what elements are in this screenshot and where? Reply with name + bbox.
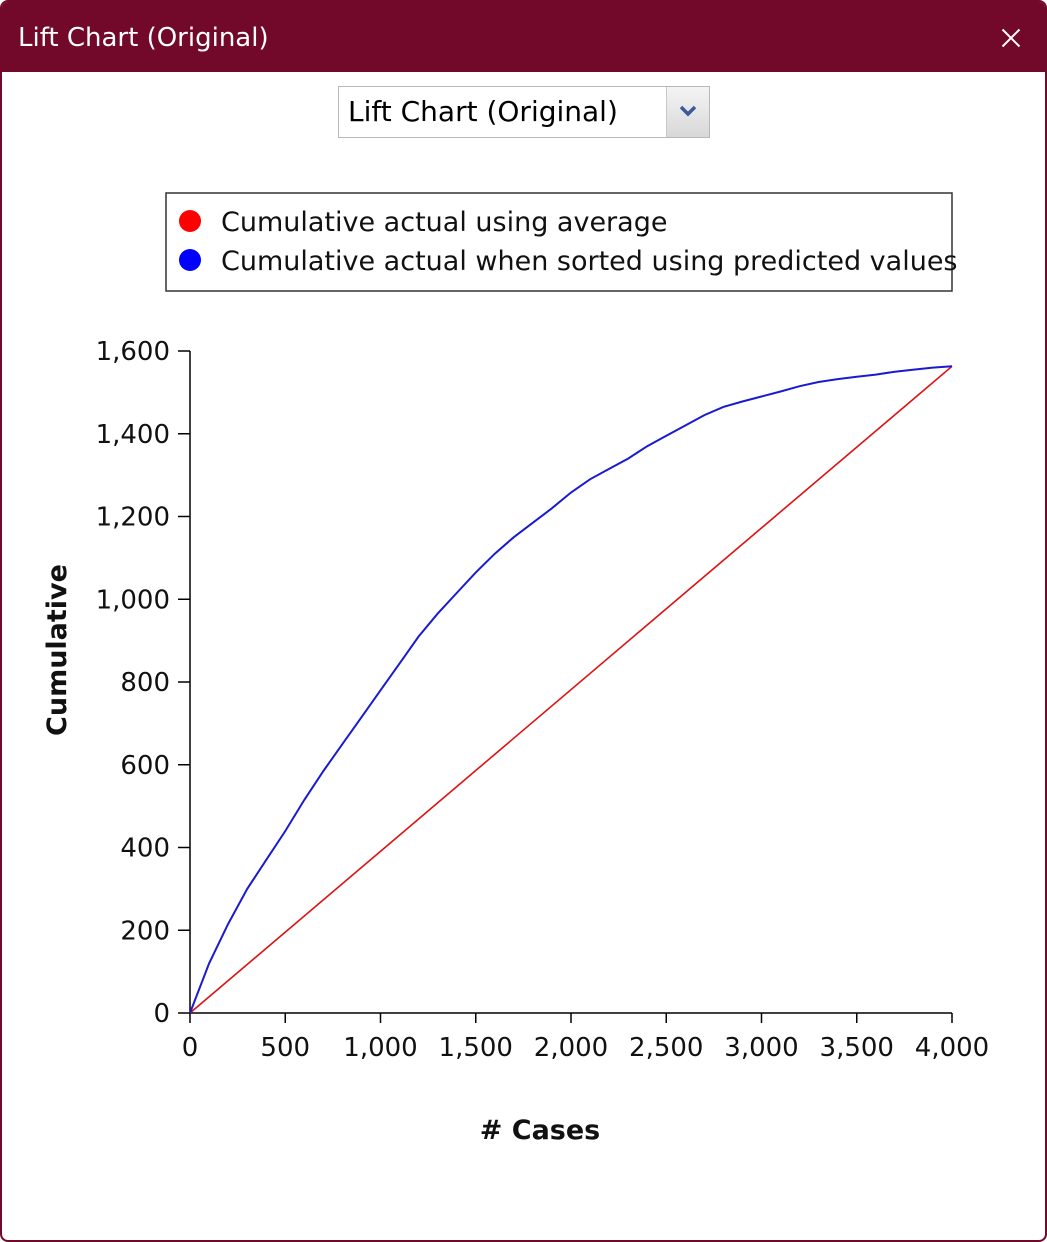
x-tick-label: 3,000 [724, 1033, 798, 1063]
window-title: Lift Chart (Original) [18, 23, 269, 53]
y-tick-label: 200 [120, 916, 170, 946]
y-tick-label: 1,400 [96, 420, 170, 450]
legend-label-sorted: Cumulative actual when sorted using pred… [221, 246, 958, 277]
y-axis-label: Cumulative [42, 564, 73, 736]
y-tick-label: 400 [120, 834, 170, 864]
x-tick-label: 0 [182, 1033, 199, 1063]
x-tick-label: 1,500 [439, 1033, 513, 1063]
x-tick-label: 1,000 [343, 1033, 417, 1063]
y-tick-label: 800 [120, 668, 170, 698]
x-tick-label: 3,500 [820, 1033, 894, 1063]
y-tick-label: 600 [120, 751, 170, 781]
chevron-down-icon [679, 105, 697, 117]
x-tick-label: 4,000 [915, 1033, 989, 1063]
chart-type-selected: Lift Chart (Original) [348, 95, 618, 128]
y-tick-label: 0 [153, 999, 170, 1029]
x-tick-label: 2,000 [534, 1033, 608, 1063]
x-tick-label: 500 [260, 1033, 310, 1063]
y-tick-label: 1,200 [96, 503, 170, 533]
title-bar: Lift Chart (Original) [2, 2, 1045, 72]
legend: Cumulative actual using average Cumulati… [165, 192, 958, 292]
y-axis-ticks: 0 200 400 600 800 1,000 1,200 1,400 1,600 [96, 337, 190, 1029]
dropdown-button[interactable] [666, 87, 709, 137]
series-line-average [189, 365, 953, 1014]
y-tick-label: 1,000 [96, 585, 170, 615]
legend-marker-average [179, 210, 201, 232]
legend-marker-sorted [179, 249, 201, 271]
x-tick-label: 2,500 [629, 1033, 703, 1063]
x-axis-ticks: 0 500 1,000 1,500 2,000 2,500 3,000 3,500 4,000 [182, 1013, 989, 1063]
x-axis-label: # Cases [480, 1115, 601, 1146]
series-line-sorted [189, 365, 953, 1014]
y-tick-label: 1,600 [96, 337, 170, 367]
legend-label-average: Cumulative actual using average [221, 207, 667, 238]
legend-box [165, 192, 953, 292]
chart-type-dropdown[interactable]: Lift Chart (Original) [338, 86, 710, 138]
